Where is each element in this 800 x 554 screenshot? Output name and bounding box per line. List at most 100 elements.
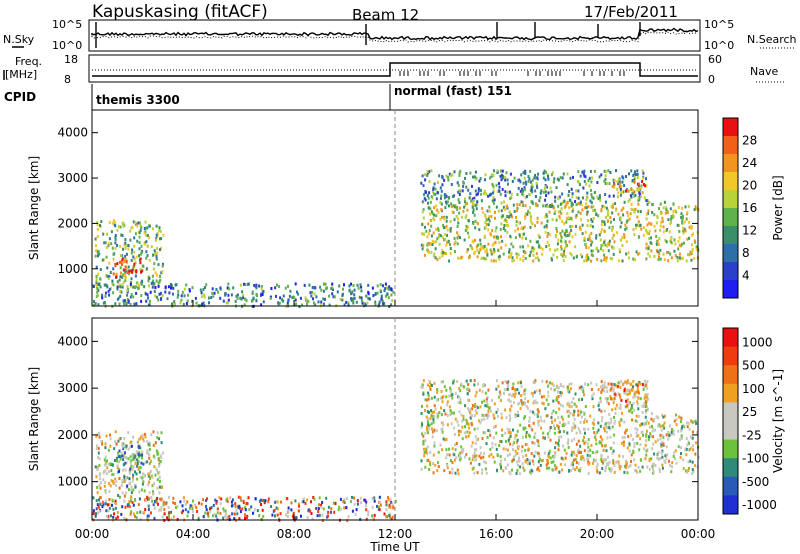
heatmap-cell bbox=[226, 301, 229, 305]
heatmap-cell bbox=[617, 259, 620, 263]
heatmap-cell bbox=[456, 181, 459, 185]
heatmap-cell bbox=[606, 208, 609, 212]
heatmap-cell bbox=[482, 455, 485, 459]
heatmap-cell bbox=[511, 468, 513, 472]
heatmap-cell bbox=[122, 468, 125, 472]
heatmap-cell bbox=[474, 435, 477, 439]
heatmap-cell bbox=[260, 517, 263, 521]
heatmap-cell bbox=[496, 468, 498, 472]
heatmap-cell bbox=[250, 505, 253, 509]
heatmap-cell bbox=[645, 228, 647, 232]
heatmap-cell bbox=[507, 431, 510, 434]
heatmap-cell bbox=[517, 414, 520, 418]
heatmap-cell bbox=[315, 295, 318, 299]
heatmap-cell bbox=[159, 248, 161, 252]
heatmap-cell bbox=[474, 409, 477, 412]
heatmap-cell bbox=[675, 461, 678, 465]
heatmap-cell bbox=[166, 297, 169, 301]
heatmap-cell bbox=[487, 194, 490, 198]
heatmap-cell bbox=[493, 169, 495, 173]
heatmap-cell bbox=[101, 505, 104, 509]
heatmap-cell bbox=[449, 390, 452, 393]
heatmap-cell bbox=[589, 414, 592, 418]
heatmap-cell bbox=[669, 207, 672, 211]
heatmap-cell bbox=[573, 426, 576, 430]
heatmap-cell bbox=[105, 461, 107, 465]
heatmap-cell bbox=[655, 234, 658, 238]
heatmap-cell bbox=[379, 503, 382, 507]
heatmap-cell bbox=[584, 405, 587, 408]
heatmap-cell bbox=[504, 408, 507, 412]
heatmap-cell bbox=[345, 497, 348, 501]
heatmap-cell bbox=[179, 500, 182, 504]
heatmap-cell bbox=[607, 402, 610, 406]
heatmap-cell bbox=[155, 500, 158, 504]
heatmap-cell bbox=[487, 242, 490, 246]
heatmap-cell bbox=[153, 290, 156, 293]
heatmap-cell bbox=[98, 484, 101, 487]
heatmap-cell bbox=[200, 291, 203, 295]
heatmap-cell bbox=[542, 436, 545, 440]
heatmap-cell bbox=[535, 389, 538, 393]
heatmap-cell bbox=[115, 275, 118, 279]
heatmap-cell bbox=[606, 181, 608, 185]
heatmap-cell bbox=[604, 193, 607, 196]
y-tick-label: 2000 bbox=[57, 216, 88, 230]
heatmap-cell bbox=[561, 229, 564, 233]
heatmap-cell bbox=[500, 416, 503, 420]
heatmap-cell bbox=[319, 285, 322, 289]
heatmap-cell bbox=[528, 419, 531, 423]
heatmap-cell bbox=[487, 217, 490, 221]
heatmap-cell bbox=[119, 253, 122, 257]
heatmap-cell bbox=[622, 440, 625, 444]
heatmap-cell bbox=[468, 399, 471, 402]
heatmap-cell bbox=[645, 453, 648, 457]
heatmap-cell bbox=[509, 416, 512, 420]
heatmap-cell bbox=[612, 203, 615, 206]
heatmap-cell bbox=[170, 517, 173, 521]
heatmap-cell bbox=[554, 248, 556, 252]
heatmap-cell bbox=[635, 414, 638, 418]
heatmap-cell bbox=[445, 219, 448, 223]
heatmap-cell bbox=[158, 485, 161, 489]
heatmap-cell bbox=[659, 437, 662, 441]
heatmap-cell bbox=[286, 497, 289, 500]
heatmap-cell bbox=[179, 301, 182, 305]
heatmap-cell bbox=[600, 409, 603, 413]
heatmap-cell bbox=[472, 208, 475, 212]
heatmap-cell bbox=[617, 195, 619, 199]
heatmap-cell bbox=[668, 459, 670, 463]
heatmap-cell bbox=[593, 169, 596, 173]
heatmap-cell bbox=[116, 297, 119, 301]
heatmap-cell bbox=[583, 259, 586, 263]
heatmap-cell bbox=[444, 206, 447, 210]
heatmap-cell bbox=[641, 422, 644, 426]
heatmap-cell bbox=[468, 235, 470, 239]
heatmap-cell bbox=[666, 211, 669, 214]
heatmap-cell bbox=[680, 434, 683, 438]
heatmap-cell bbox=[568, 383, 571, 387]
heatmap-cell bbox=[607, 212, 610, 215]
heatmap-cell bbox=[520, 173, 523, 177]
heatmap-cell bbox=[596, 462, 599, 466]
heatmap-cell bbox=[598, 175, 601, 179]
heatmap-cell bbox=[591, 220, 594, 223]
heatmap-cell bbox=[385, 508, 388, 512]
heatmap-cell bbox=[461, 451, 464, 454]
heatmap-cell bbox=[238, 507, 241, 510]
heatmap-cell bbox=[441, 183, 444, 187]
heatmap-cell bbox=[442, 437, 445, 441]
heatmap-cell bbox=[635, 383, 638, 387]
heatmap-cell bbox=[308, 508, 311, 512]
heatmap-cell bbox=[533, 435, 536, 439]
heatmap-cell bbox=[473, 471, 476, 475]
heatmap-cell bbox=[433, 192, 436, 196]
heatmap-cell bbox=[476, 248, 479, 252]
heatmap-cell bbox=[122, 273, 125, 277]
heatmap-cell bbox=[525, 453, 528, 457]
heatmap-cell bbox=[634, 394, 637, 398]
heatmap-cell bbox=[521, 236, 524, 240]
heatmap-cell bbox=[617, 182, 620, 186]
heatmap-cell bbox=[623, 233, 626, 237]
colorbar-segment bbox=[723, 495, 738, 515]
